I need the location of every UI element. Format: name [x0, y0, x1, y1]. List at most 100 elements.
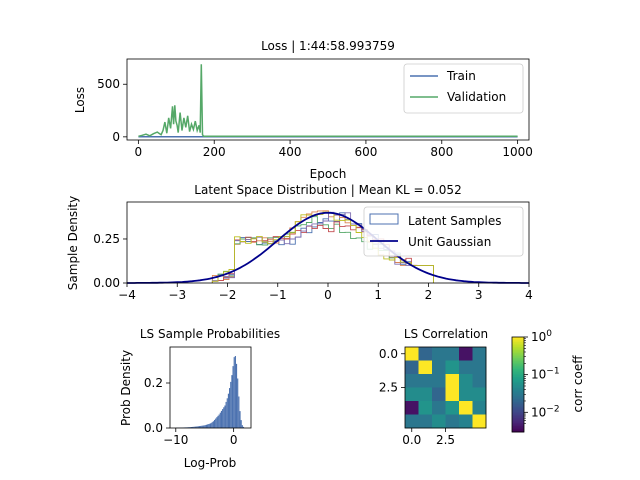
probability-bar — [219, 412, 221, 428]
colorbar-segment — [512, 351, 524, 354]
colorbar-segment — [512, 370, 524, 373]
probability-bar — [235, 363, 238, 428]
x-tick-label: 400 — [279, 145, 302, 159]
x-tick-label: 1 — [374, 288, 382, 302]
correlation-title: LS Correlation — [404, 327, 488, 341]
colorbar-segment — [512, 344, 524, 347]
x-tick-label: −2 — [219, 288, 237, 302]
probability-bar — [202, 425, 204, 428]
probability-bar — [230, 381, 232, 428]
heatmap-cell — [445, 387, 460, 402]
y-tick-label: 0 — [112, 130, 120, 144]
heatmap-cell — [432, 414, 446, 429]
colorbar-segment — [512, 363, 524, 366]
x-tick-label: 2.5 — [436, 433, 455, 447]
heatmap-cell — [418, 360, 433, 375]
legend-latent-samples-label: Latent Samples — [408, 214, 502, 228]
heatmap-cell — [472, 401, 487, 415]
colorbar-frame — [511, 336, 525, 433]
heatmap-cell — [445, 347, 460, 361]
colorbar-segment — [512, 389, 524, 392]
colorbar-segment — [512, 340, 524, 343]
heatmap-cell — [472, 414, 487, 429]
heatmap-cell — [459, 360, 473, 375]
probability-bar — [208, 424, 210, 428]
colorbar-tick-label: 10−1 — [531, 367, 560, 382]
colorbar-segment — [512, 379, 524, 382]
probability-bar — [213, 419, 216, 428]
probability-bar — [210, 423, 212, 428]
y-tick-label: 0.2 — [144, 376, 163, 390]
colorbar-segment — [512, 386, 524, 389]
y-tick-label: 500 — [97, 77, 120, 91]
colorbar-segment — [512, 359, 524, 362]
heatmap-cell — [472, 374, 487, 388]
heatmap-cell — [445, 374, 460, 388]
colorbar-segment — [512, 413, 524, 415]
probability-bar — [238, 396, 240, 428]
loss-title: Loss | 1:44:58.993759 — [261, 39, 395, 53]
heatmap-cell — [445, 414, 460, 429]
colorbar-segment — [512, 357, 524, 360]
legend-train-label: Train — [446, 69, 476, 83]
heatmap-cell — [405, 387, 419, 402]
loss-panel: Loss | 1:44:58.993759 0 200 400 600 800 1000 0… — [73, 39, 533, 181]
colorbar-segment — [512, 394, 524, 396]
heatmap-cell — [459, 374, 473, 388]
x-tick-label: 0.0 — [402, 433, 421, 447]
heatmap-cell — [445, 401, 460, 415]
heatmap-cell — [405, 401, 419, 415]
x-tick-label: 2 — [425, 288, 433, 302]
heatmap-cell — [459, 401, 473, 415]
x-tick-label: 0 — [135, 145, 143, 159]
y-tick-label: 0.0 — [379, 347, 398, 361]
y-tick-label: 2.5 — [379, 381, 398, 395]
probability-bar — [198, 426, 201, 428]
probability-bar — [224, 405, 226, 428]
colorbar-segment — [512, 387, 524, 390]
legend-validation-label: Validation — [447, 90, 506, 104]
latent-ylabel: Sample Density — [66, 196, 80, 290]
heatmap-cell — [418, 387, 433, 402]
colorbar-segment — [512, 337, 524, 339]
probability-bar — [196, 426, 198, 428]
heatmap-cell — [459, 387, 473, 402]
y-tick-label: 0.00 — [93, 276, 120, 290]
probability-bar — [220, 410, 223, 428]
colorbar-segment — [512, 352, 524, 355]
latent-title: Latent Space Distribution | Mean KL = 0.… — [194, 183, 461, 197]
colorbar-segment — [512, 376, 524, 379]
correlation-panel: LS Correlation 0.0 2.50.02.5 10010−110−2 … — [379, 327, 585, 447]
probability-bar — [239, 411, 241, 428]
colorbar-segment — [512, 343, 524, 346]
x-tick-label: −1 — [269, 288, 287, 302]
colorbar-segment — [512, 365, 524, 368]
probability-bar — [197, 426, 199, 428]
probability-bar — [218, 414, 220, 428]
colorbar-segment — [512, 414, 524, 417]
probability-bar — [240, 420, 242, 428]
colorbar-segment — [512, 367, 524, 370]
y-tick-label: 0.25 — [93, 232, 120, 246]
probability-bar — [231, 375, 233, 428]
heatmap-cell — [405, 347, 419, 361]
colorbar-segment — [512, 373, 524, 376]
loss-legend: Train Validation — [403, 63, 524, 114]
colorbar-segment — [512, 427, 524, 430]
heatmap-cell — [432, 387, 446, 402]
x-tick-label: 0 — [230, 433, 238, 447]
x-tick-label: 0 — [324, 288, 332, 302]
probability-bar — [227, 393, 230, 428]
x-tick-label: −4 — [118, 288, 136, 302]
probability-bar — [223, 407, 225, 428]
probability-bar — [233, 357, 235, 428]
colorbar-segment — [512, 419, 524, 422]
colorbar-segment — [512, 356, 524, 358]
probability-bar — [191, 426, 194, 428]
colorbar-segment — [512, 360, 524, 363]
loss-xlabel: Epoch — [310, 167, 347, 181]
colorbar-segment — [512, 401, 524, 404]
heatmap-cell — [432, 360, 446, 375]
colorbar-segment — [512, 417, 524, 420]
colorbar-segment — [512, 411, 524, 414]
